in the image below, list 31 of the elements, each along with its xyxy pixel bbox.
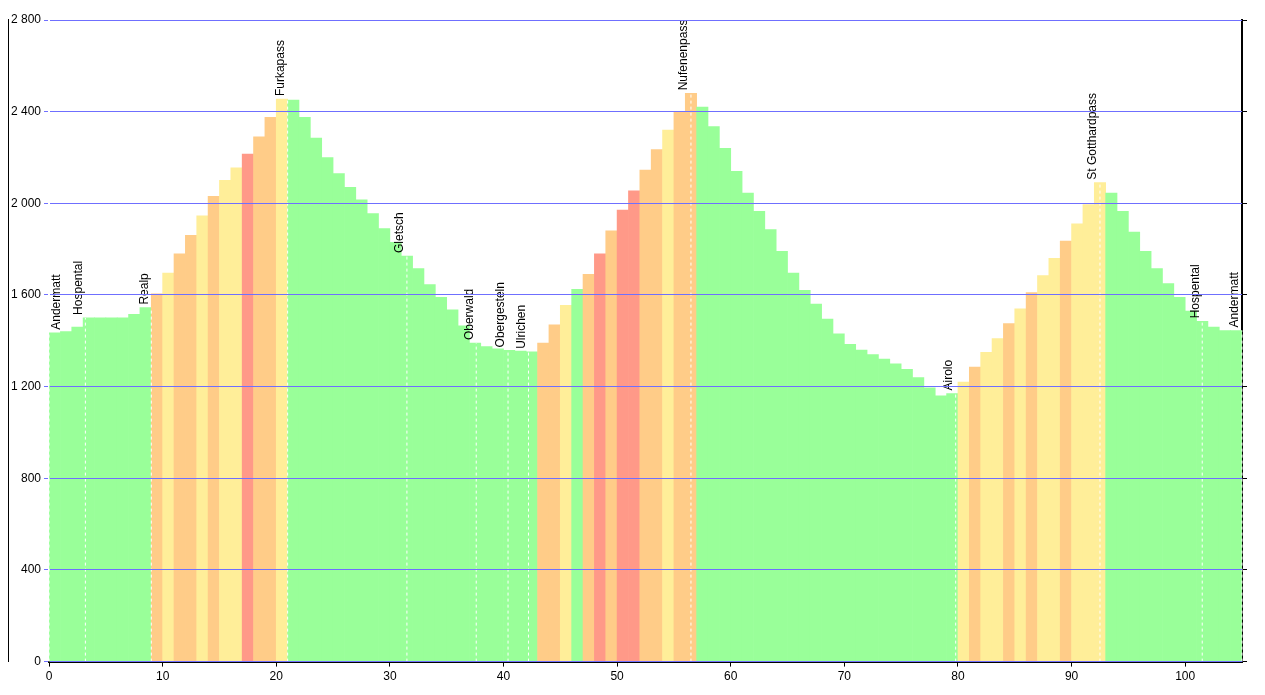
y-tick-label: 1 200: [11, 378, 42, 393]
y-tick-label: 800: [21, 470, 42, 485]
ref-line-label: Airolo: [941, 359, 955, 391]
x-tick-label: 80: [951, 669, 965, 684]
x-tick-label: 10: [155, 669, 170, 684]
x-tick-label: 0: [45, 669, 53, 684]
ref-line-label: St Gotthardpass: [1085, 92, 1100, 180]
ref-line-label: Ulrichen: [513, 304, 528, 349]
ref-line-label: Andermatt: [49, 273, 64, 330]
ref-line-label: Oberwald: [461, 288, 476, 341]
ref-line-label: Andermatt: [1227, 271, 1242, 328]
x-tick-label: 50: [610, 669, 625, 684]
y-tick-label: 2 800: [11, 12, 42, 27]
x-tick-label: 30: [383, 669, 397, 684]
x-tick-label: 70: [837, 669, 852, 684]
ref-line-label: Furkapass: [272, 40, 287, 97]
x-tick-label: 90: [1064, 669, 1079, 684]
ref-line-label: Gletsch: [392, 212, 407, 254]
x-tick-label: 60: [724, 669, 738, 684]
ref-line-label: Hospental: [70, 260, 85, 315]
x-tick-label: 40: [496, 669, 511, 684]
y-tick-label: 2 400: [11, 103, 42, 118]
x-tick-label: 100: [1175, 669, 1196, 684]
y-tick-label: 1 600: [11, 287, 42, 302]
ref-line-label: Hospental: [1187, 264, 1202, 319]
y-tick-label: 400: [21, 562, 42, 577]
x-tick-label: 20: [269, 669, 284, 684]
ref-line-label: Obergesteln: [493, 282, 508, 348]
y-tick-label: 2 000: [11, 195, 42, 210]
ref-line-label: Nufenenpass: [676, 19, 691, 91]
y-tick-label: 0: [34, 653, 42, 668]
